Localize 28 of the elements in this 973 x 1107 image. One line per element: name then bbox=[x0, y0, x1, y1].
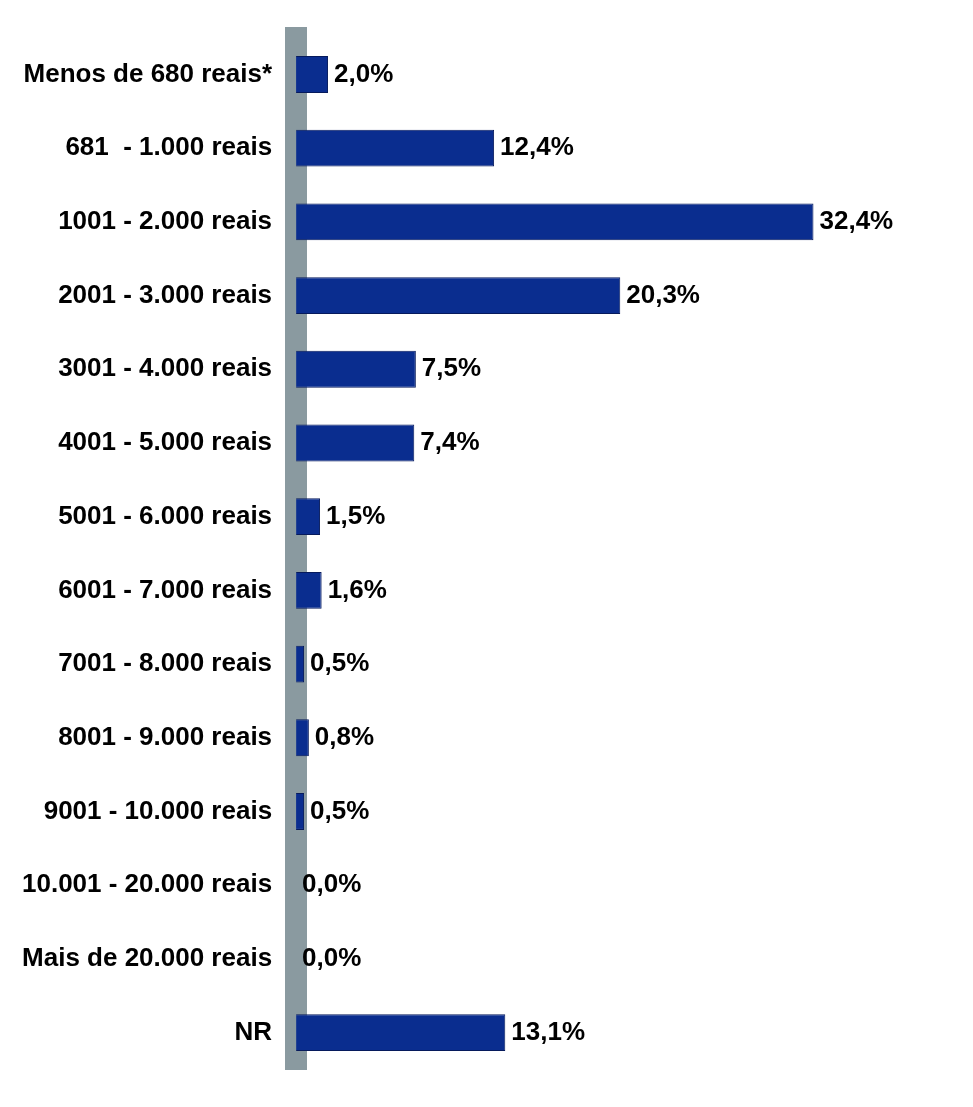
y-tick-label: 8001 - 9.000 reais bbox=[58, 720, 273, 751]
data-label: 0,5% bbox=[310, 647, 370, 678]
data-label: 0,0% bbox=[302, 868, 362, 899]
data-label: 0,5% bbox=[310, 794, 370, 825]
y-tick-label: 3001 - 4.000 reais bbox=[58, 352, 273, 383]
y-tick-label: 681 - 1.000 reais bbox=[65, 131, 273, 162]
y-tick-label: NR bbox=[234, 1015, 273, 1046]
data-label: 1,6% bbox=[327, 573, 387, 604]
y-tick-label: 2001 - 3.000 reais bbox=[58, 278, 273, 309]
y-tick-label: 10.001 - 20.000 reais bbox=[21, 868, 273, 899]
y-tick-label: 4001 - 5.000 reais bbox=[58, 426, 273, 457]
data-label: 0,8% bbox=[314, 720, 375, 751]
data-label: 1,5% bbox=[326, 499, 386, 530]
y-tick-label: 9001 - 10.000 reais bbox=[43, 794, 273, 825]
data-label: 20,3% bbox=[626, 278, 700, 309]
y-tick-label: Menos de 680 reais* bbox=[23, 57, 273, 88]
data-label: 32,4% bbox=[819, 205, 894, 236]
y-tick-label: 5001 - 6.000 reais bbox=[58, 499, 273, 530]
data-label: 0,0% bbox=[302, 942, 362, 973]
y-tick-label: Mais de 20.000 reais bbox=[22, 942, 273, 973]
data-label: 7,4% bbox=[420, 426, 480, 457]
y-tick-label: 7001 - 8.000 reais bbox=[58, 647, 273, 678]
y-tick-label: 6001 - 7.000 reais bbox=[58, 573, 273, 604]
data-label: 7,5% bbox=[421, 352, 482, 383]
y-tick-label: 1001 - 2.000 reais bbox=[58, 205, 273, 236]
data-label: 13,1% bbox=[511, 1015, 586, 1046]
data-label: 2,0% bbox=[334, 57, 394, 88]
data-label: 12,4% bbox=[500, 131, 574, 162]
